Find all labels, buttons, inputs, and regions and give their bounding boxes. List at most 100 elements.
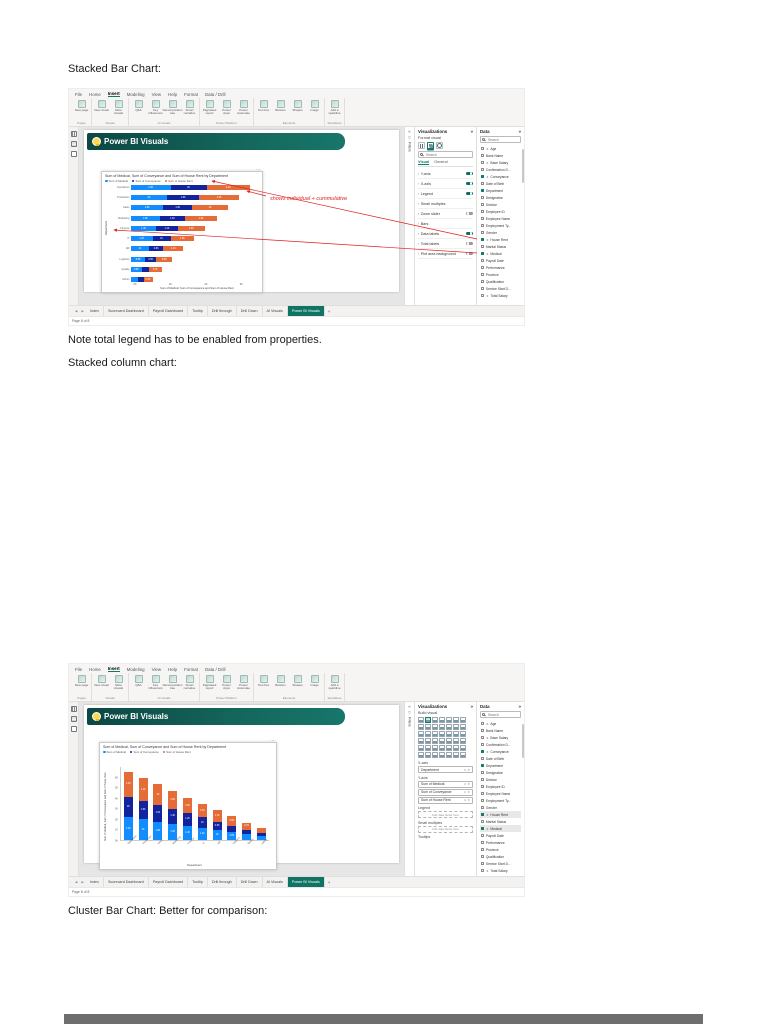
ribbon-button[interactable]: Key influencers: [148, 99, 163, 116]
field-checkbox[interactable]: [481, 195, 485, 200]
field-row[interactable]: Province: [480, 846, 521, 853]
visual-type-icon[interactable]: [460, 717, 466, 723]
bar-segment[interactable]: 2K: [131, 195, 167, 201]
field-row[interactable]: Σ House Rent: [480, 236, 521, 243]
bar-segment[interactable]: [141, 266, 149, 272]
visual-type-icon[interactable]: [446, 738, 452, 744]
field-well-placeholder[interactable]: Add data fields here: [418, 825, 473, 833]
bar-segment[interactable]: 0.6K: [131, 266, 142, 272]
column-segment[interactable]: 1K: [212, 829, 222, 840]
model-view-icon[interactable]: [70, 151, 77, 157]
ribbon-tab[interactable]: Insert: [107, 666, 120, 672]
field-row[interactable]: Division: [480, 201, 521, 208]
ribbon-button[interactable]: Power Automate: [236, 99, 251, 116]
bar-segment[interactable]: 1.8K: [167, 195, 200, 201]
field-row[interactable]: Σ House Rent: [480, 811, 521, 818]
field-row[interactable]: Employee Name: [480, 215, 521, 222]
report-canvas[interactable]: Power BI Visuals ⋯ Sum of Medical, Sum o…: [79, 702, 404, 876]
field-row[interactable]: Marital Status: [480, 818, 521, 825]
field-row[interactable]: Σ Total Salary: [480, 292, 521, 299]
visual-type-icon[interactable]: [425, 738, 431, 744]
field-row[interactable]: Designation: [480, 194, 521, 201]
field-well-item[interactable]: Sum of Conveyance ∨ ✕: [418, 788, 473, 796]
ribbon-tab[interactable]: Help: [168, 666, 178, 672]
field-dropdown-icon[interactable]: ∨: [463, 798, 467, 802]
ribbon-tab[interactable]: Data / Drill: [204, 666, 226, 672]
bar-segment[interactable]: 1.1K: [163, 246, 184, 252]
bar-segment[interactable]: 0.9K: [156, 256, 173, 262]
expand-filters-icon[interactable]: «: [408, 129, 411, 134]
more-options-icon[interactable]: ⋯: [256, 167, 261, 172]
data-search-input[interactable]: [480, 136, 521, 143]
column-segment[interactable]: 2.2K: [123, 817, 133, 840]
format-section-row[interactable]: › Total labels: [418, 239, 473, 249]
visual-type-icon[interactable]: [432, 731, 438, 737]
field-checkbox[interactable]: [481, 265, 485, 270]
field-checkbox[interactable]: [481, 854, 485, 859]
field-dropdown-icon[interactable]: ∨: [463, 782, 467, 786]
next-page-icon[interactable]: ▶: [81, 880, 84, 884]
toggle-switch[interactable]: [466, 181, 473, 186]
column-segment[interactable]: [242, 829, 252, 834]
filters-pane-collapsed[interactable]: « ▽ Filters: [404, 702, 414, 876]
field-row[interactable]: Performance: [480, 264, 521, 271]
field-checkbox[interactable]: [481, 146, 485, 151]
field-checkbox[interactable]: [481, 735, 485, 740]
data-view-icon[interactable]: [70, 141, 77, 147]
field-row[interactable]: Bank Name: [480, 727, 521, 734]
column[interactable]: 0.7K: [242, 822, 252, 840]
field-checkbox[interactable]: [481, 237, 485, 242]
ribbon-button[interactable]: New page: [74, 674, 89, 687]
visual-type-icon[interactable]: [446, 724, 452, 730]
ribbon-button[interactable]: New visual: [94, 99, 109, 112]
visual-type-icon[interactable]: [439, 724, 445, 730]
field-checkbox[interactable]: [481, 770, 485, 775]
field-checkbox[interactable]: [481, 174, 485, 179]
ribbon-button[interactable]: Power Apps: [219, 674, 234, 691]
report-view-icon[interactable]: [70, 131, 77, 137]
field-row[interactable]: Province: [480, 271, 521, 278]
field-row[interactable]: Σ Age: [480, 720, 521, 727]
scrollbar[interactable]: [522, 724, 524, 758]
format-search[interactable]: [418, 151, 473, 158]
bar-segment[interactable]: 2.2K: [131, 185, 171, 190]
field-row[interactable]: Σ Age: [480, 145, 521, 152]
bar-segment[interactable]: 1K: [131, 246, 149, 252]
field-checkbox[interactable]: [481, 244, 485, 249]
collapse-pane-icon[interactable]: »: [470, 704, 473, 709]
ribbon-button[interactable]: Q&A: [131, 674, 146, 687]
bar-segment[interactable]: 1.2K: [131, 236, 153, 242]
visual-type-icon[interactable]: [446, 752, 452, 758]
visual-type-icon[interactable]: [439, 717, 445, 723]
bar-segment[interactable]: 2K: [170, 185, 207, 190]
column-segment[interactable]: [242, 833, 252, 840]
ribbon-button[interactable]: Smart narrative: [182, 99, 197, 116]
field-row[interactable]: Employment Ty...: [480, 222, 521, 229]
bar-segment[interactable]: 1.4K: [159, 215, 185, 221]
field-checkbox[interactable]: [481, 216, 485, 221]
collapse-pane-icon[interactable]: »: [470, 129, 473, 134]
ribbon-button[interactable]: Paginated report: [202, 674, 217, 691]
analytics-icon[interactable]: [436, 142, 443, 149]
visual-type-icon[interactable]: [439, 731, 445, 737]
field-row[interactable]: Payroll Date: [480, 832, 521, 839]
field-checkbox[interactable]: [481, 209, 485, 214]
toggle-switch[interactable]: [466, 231, 473, 236]
visual-type-icon[interactable]: [439, 738, 445, 744]
visual-type-icon[interactable]: [460, 724, 466, 730]
field-row[interactable]: Date of Birth: [480, 755, 521, 762]
report-canvas[interactable]: Power BI Visuals ⋯ Sum of Medical, Sum o…: [79, 127, 404, 305]
toggle-switch[interactable]: [466, 171, 473, 176]
column-segment[interactable]: 2.4K: [123, 772, 133, 797]
field-checkbox[interactable]: [481, 742, 485, 747]
field-row[interactable]: Service Start D...: [480, 860, 521, 867]
field-row[interactable]: Department: [480, 187, 521, 194]
bar-segment[interactable]: 1.6K: [163, 205, 193, 211]
format-search-input[interactable]: [418, 151, 473, 158]
page-tab[interactable]: Drill Down: [237, 877, 263, 887]
field-row[interactable]: Σ Total Salary: [480, 867, 521, 874]
ribbon-button[interactable]: Q&A: [131, 99, 146, 112]
ribbon-button[interactable]: Buttons: [273, 99, 288, 112]
ribbon-button[interactable]: Paginated report: [202, 99, 217, 116]
ribbon-tab[interactable]: File: [75, 91, 83, 97]
